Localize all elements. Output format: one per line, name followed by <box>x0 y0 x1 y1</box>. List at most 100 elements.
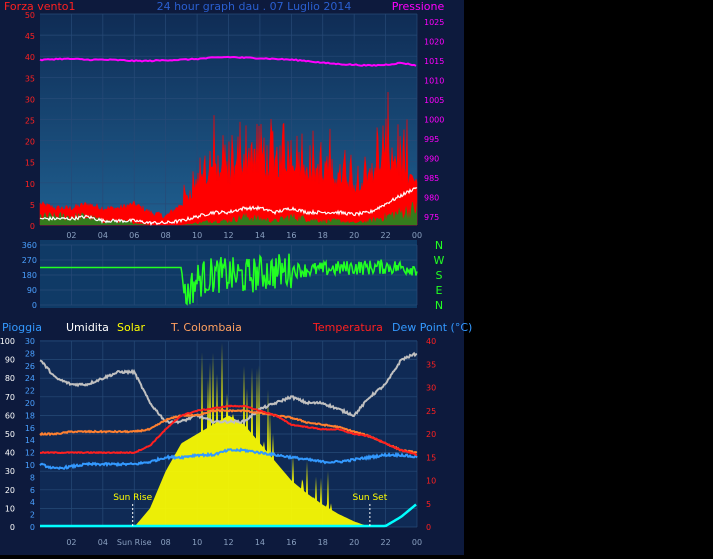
temperature-y-tick-label: 5 <box>426 500 431 509</box>
rain-y-tick-label: 0 <box>10 523 15 532</box>
wind-x-tick-label: 10 <box>192 231 202 240</box>
temperature-y-tick-label: 10 <box>426 477 436 486</box>
legend-t-colombaia: T. Colombaia <box>170 321 242 334</box>
pressure-y-tick-label: 1020 <box>424 37 444 46</box>
climate-x-tick-label: 18 <box>318 538 328 547</box>
humidity-y-tick-label: 16 <box>25 424 35 433</box>
humidity-y-tick-label: 12 <box>25 449 35 458</box>
temperature-y-tick-label: 40 <box>426 337 436 346</box>
compass-label: W <box>434 254 445 267</box>
wind-y-tick-label: 10 <box>25 180 35 189</box>
humidity-series <box>39 351 418 426</box>
wind-y-tick-label: 45 <box>25 32 35 41</box>
rain-y-tick-label: 20 <box>5 486 15 495</box>
direction-y-tick-label: 90 <box>27 286 37 295</box>
pressure-y-tick-label: 1000 <box>424 116 444 125</box>
temperature-y-tick-label: 15 <box>426 453 436 462</box>
pressure-axis-label: Pressione <box>392 0 445 13</box>
rain-y-tick-label: 100 <box>0 337 15 346</box>
wind-gust-series <box>39 92 418 226</box>
climate-x-tick-label: 16 <box>286 538 296 547</box>
wind-low-series <box>40 200 417 225</box>
wind-x-tick-label: 22 <box>380 231 390 240</box>
temperature-y-tick-label: 20 <box>426 430 436 439</box>
pressure-y-tick-label: 1005 <box>424 96 444 105</box>
wind-x-tick-label: 04 <box>98 231 108 240</box>
compass-label: E <box>436 284 443 297</box>
wind-axis-label: Forza vento1 <box>4 0 76 13</box>
rain-y-tick-label: 60 <box>5 411 15 420</box>
humidity-y-tick-label: 30 <box>25 337 35 346</box>
rain-series <box>40 503 417 528</box>
wind-avg-series <box>39 187 418 226</box>
legend-rain: Pioggia <box>2 321 42 334</box>
rain-y-tick-label: 90 <box>5 356 15 365</box>
dew-point-series <box>39 447 418 470</box>
pressure-y-tick-label: 1010 <box>424 76 444 85</box>
wind-x-tick-label: 20 <box>349 231 359 240</box>
wind-y-tick-label: 0 <box>30 222 35 231</box>
wind-y-tick-label: 30 <box>25 95 35 104</box>
climate-x-tick-label: 20 <box>349 538 359 547</box>
legend-dew-point: Dew Point (°C) <box>392 321 472 334</box>
wind-x-tick-label: 06 <box>129 231 139 240</box>
wind-x-tick-label: 12 <box>223 231 233 240</box>
wind-pressure-panel: 0510152025303540455097598098599099510001… <box>25 11 445 240</box>
rain-y-tick-label: 50 <box>5 430 15 439</box>
wind-y-tick-label: 20 <box>25 138 35 147</box>
pressure-y-tick-label: 995 <box>424 135 439 144</box>
legend-humidity: Umidita <box>66 321 109 334</box>
wind-x-tick-label: 16 <box>286 231 296 240</box>
humidity-y-tick-label: 22 <box>25 387 35 396</box>
t-colombaia-series <box>39 408 418 454</box>
climate-x-tick-label: 10 <box>192 538 202 547</box>
climate-x-tick-label: 08 <box>161 538 171 547</box>
wind-x-tick-label: 14 <box>255 231 265 240</box>
wind-y-tick-label: 35 <box>25 74 35 83</box>
chart-title: 24 hour graph dau . 07 Luglio 2014 <box>157 0 352 13</box>
temperature-y-tick-label: 0 <box>426 523 431 532</box>
humidity-y-tick-label: 10 <box>25 461 35 470</box>
compass-label: N <box>435 299 443 312</box>
climate-x-tick-label: 12 <box>223 538 233 547</box>
climate-x-tick-label: 14 <box>255 538 265 547</box>
pressure-y-tick-label: 980 <box>424 194 439 203</box>
wind-x-tick-label: 00 <box>412 231 422 240</box>
wind-x-tick-label: 02 <box>66 231 76 240</box>
compass-label: N <box>435 239 443 252</box>
climate-x-tick-label: 02 <box>66 538 76 547</box>
pressure-y-tick-label: 990 <box>424 155 439 164</box>
rain-y-tick-label: 30 <box>5 467 15 476</box>
legend-temperature: Temperatura <box>312 321 383 334</box>
solar-series <box>40 342 417 527</box>
humidity-y-tick-label: 18 <box>25 411 35 420</box>
wind-x-tick-label: 08 <box>161 231 171 240</box>
humidity-y-tick-label: 8 <box>30 473 35 482</box>
annotation-label: Sun Rise <box>113 493 152 503</box>
pressure-y-tick-label: 975 <box>424 213 439 222</box>
wind-y-tick-label: 15 <box>25 159 35 168</box>
climate-x-tick-label: 00 <box>412 538 422 547</box>
direction-y-tick-label: 360 <box>22 241 37 250</box>
bottom-legend: Pioggia Umidita Solar T. Colombaia Tempe… <box>2 321 472 334</box>
wind-y-tick-label: 40 <box>25 53 35 62</box>
temperature-y-tick-label: 30 <box>426 384 436 393</box>
climate-panel: 0102030405060708090100024681012141618202… <box>0 337 436 547</box>
rain-y-tick-label: 10 <box>5 504 15 513</box>
temperature-series <box>39 404 418 456</box>
wind-x-tick-label: 18 <box>318 231 328 240</box>
direction-y-tick-label: 0 <box>32 301 37 310</box>
climate-x-tick-label: 22 <box>380 538 390 547</box>
temperature-y-tick-label: 35 <box>426 360 436 369</box>
compass-label: S <box>436 269 443 282</box>
humidity-y-tick-label: 14 <box>25 436 35 445</box>
rain-y-tick-label: 80 <box>5 374 15 383</box>
climate-x-tick-label: Sun Rise <box>117 538 152 547</box>
humidity-y-tick-label: 28 <box>25 349 35 358</box>
temperature-y-tick-label: 25 <box>426 407 436 416</box>
rain-y-tick-label: 70 <box>5 393 15 402</box>
humidity-y-tick-label: 26 <box>25 362 35 371</box>
